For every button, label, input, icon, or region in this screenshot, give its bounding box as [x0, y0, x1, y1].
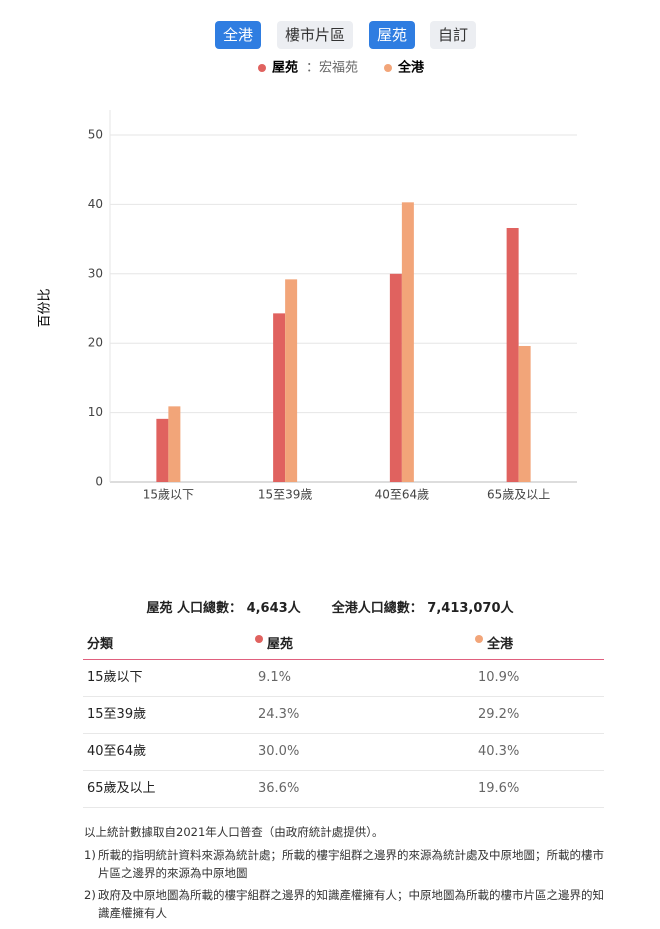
table-cell: 65歲及以上: [87, 781, 156, 796]
notes: 以上統計數據取自2021年人口普查（由政府統計處提供）。 1) 所載的指明統計資料…: [84, 823, 609, 922]
y-tick-label: 20: [88, 336, 103, 350]
bar: [506, 227, 519, 482]
header-cell: 分類: [87, 630, 113, 660]
table-row: 15至39歲 24.3% 29.2%: [83, 697, 604, 734]
note-number: 2): [84, 888, 96, 902]
table-cell: 15歲以下: [87, 670, 143, 685]
table: 分類 屋苑 全港 15歲以下 9.1% 10.9% 15至39歲 24.3% 29.2% 40至6…: [83, 630, 604, 808]
y-axis-label: 百份比: [38, 288, 53, 327]
table-row: 65歲及以上 36.6% 19.6%: [83, 771, 604, 808]
bar: [156, 418, 169, 482]
summary-value: 7,413,070人: [427, 601, 514, 616]
bar: [401, 202, 414, 482]
note-text: 政府及中原地圖為所載的樓宇組群之邊界的知識產權擁有人；中原地圖為所載的樓市片區之…: [98, 888, 604, 920]
table-cell: 19.6%: [478, 781, 520, 796]
y-tick-label: 40: [88, 197, 103, 211]
summary-value: 4,643人: [246, 601, 301, 616]
legend-marker: [258, 64, 266, 72]
table-row: 40至64歲 30.0% 40.3%: [83, 734, 604, 771]
y-tick-label: 0: [95, 475, 103, 489]
x-tick-label: 40至64歲: [375, 488, 430, 502]
table-row: 15歲以下 9.1% 10.9%: [83, 660, 604, 697]
notes-intro: 以上統計數據取自2021年人口普查（由政府統計處提供）。: [84, 825, 384, 839]
bar: [273, 313, 286, 482]
legend-dot: [475, 635, 483, 643]
bar: [285, 279, 298, 482]
table-cell: 30.0%: [258, 744, 300, 759]
table-cell: 29.2%: [478, 707, 520, 722]
tab-button[interactable]: 全港: [215, 21, 262, 49]
y-tick-label: 10: [88, 405, 103, 419]
tab-button[interactable]: 自訂: [430, 21, 477, 49]
y-tick-label: 30: [88, 266, 103, 280]
table-cell: 9.1%: [258, 670, 292, 685]
table-cell: 40至64歲: [87, 744, 147, 759]
x-tick-label: 15歲以下: [143, 488, 194, 502]
summary-label: 屋苑 人口總數：: [146, 601, 243, 616]
tab-button[interactable]: 樓市片區: [277, 21, 354, 49]
tab-button[interactable]: 屋苑: [369, 21, 416, 49]
note-item: 2) 政府及中原地圖為所載的樓宇組群之邊界的知識產權擁有人；中原地圖為所載的樓市片…: [84, 886, 609, 922]
chart: 百份比 屋苑 ：宏福苑 全港 0 10 20 30 40 50 15歲以下 15至39歲 40至64歲…: [38, 60, 577, 502]
header-text: 屋苑: [267, 637, 294, 652]
legend-label: 屋苑: [272, 60, 298, 76]
summary: 屋苑 人口總數： 4,643人 全港人口總數： 7,413,070人: [0, 597, 660, 616]
note-number: 1): [84, 848, 96, 862]
y-tick-label: 50: [88, 128, 103, 142]
header-cell: 屋苑: [255, 630, 293, 660]
table-cell: 24.3%: [258, 707, 300, 722]
bar: [168, 406, 181, 482]
x-tick-label: 65歲及以上: [487, 488, 550, 502]
header-cell: 全港: [475, 630, 513, 660]
table-cell: 36.6%: [258, 781, 300, 796]
legend-label: 全港: [397, 60, 425, 76]
legend-suffix: ：宏福苑: [306, 61, 358, 76]
table-cell: 40.3%: [478, 744, 520, 759]
x-tick-label: 15至39歲: [258, 488, 313, 502]
table-header: 分類 屋苑 全港: [83, 630, 604, 660]
header-text: 全港: [487, 637, 514, 652]
bar: [518, 345, 531, 482]
table-cell: 15至39歲: [87, 707, 147, 722]
summary-label: 全港人口總數：: [331, 601, 423, 616]
note-item: 1) 所載的指明統計資料來源為統計處；所載的樓宇組群之邊界的來源為統計處及中原地圖…: [84, 846, 609, 882]
note-text: 所載的指明統計資料來源為統計處；所載的樓宇組群之邊界的來源為統計處及中原地圖；所…: [98, 848, 604, 880]
legend-marker: [384, 64, 392, 72]
legend-dot: [255, 635, 263, 643]
table-cell: 10.9%: [478, 670, 520, 685]
header-text: 分類: [87, 637, 114, 652]
bar: [389, 273, 402, 482]
